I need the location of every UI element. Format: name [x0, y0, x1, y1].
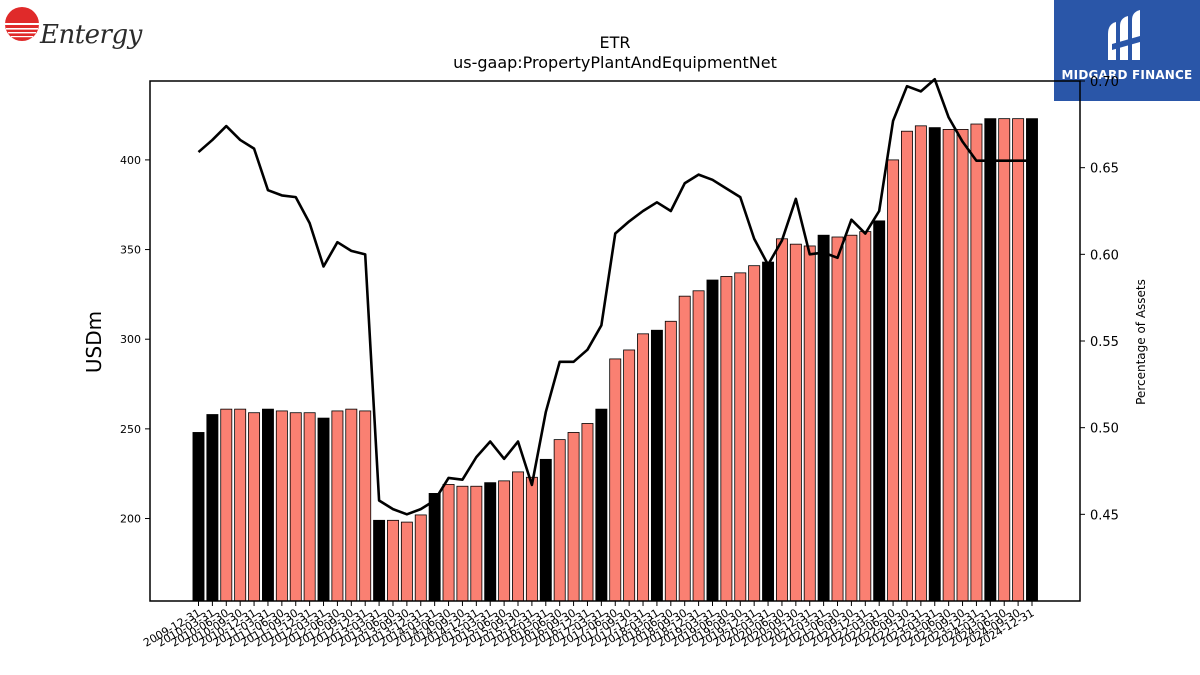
bar-2010-03-31 — [206, 414, 219, 602]
bar-2024-12-31 — [1026, 118, 1038, 602]
bar-2021-03-31 — [817, 234, 830, 602]
midgard-logo-icon — [1108, 10, 1140, 60]
bar-2011-03-31 — [261, 408, 274, 602]
entergy-logo: Entergy — [4, 4, 144, 56]
percentage-of-assets-line — [197, 77, 1032, 516]
bar-2019-12-31 — [748, 265, 761, 602]
bar-2010-12-31 — [248, 412, 261, 602]
bar-2015-12-31 — [525, 476, 538, 602]
bar-2013-06-30 — [387, 519, 399, 602]
bar-2016-09-30 — [567, 432, 580, 602]
chart-subtitle: us-gaap:PropertyPlantAndEquipmentNet — [453, 53, 777, 72]
bar-2016-06-30 — [553, 439, 566, 602]
bar-2018-12-31 — [692, 290, 705, 602]
bar-2012-12-31 — [359, 410, 372, 602]
y2-tick-label: 0.60 — [1090, 248, 1119, 263]
line-series — [197, 77, 1032, 516]
bar-2017-12-31 — [637, 333, 649, 602]
bar-2011-06-30 — [275, 410, 288, 602]
bar-2013-12-31 — [414, 514, 427, 602]
bar-2024-06-30 — [998, 118, 1011, 602]
bar-2018-09-30 — [678, 295, 691, 602]
bar-2019-09-30 — [734, 272, 747, 602]
y-axis-label: USDm — [82, 311, 106, 373]
bar-2023-12-31 — [970, 123, 983, 602]
bar-2020-12-31 — [803, 245, 816, 602]
y-tick-label: 400 — [120, 154, 141, 167]
bar-2022-03-31 — [873, 220, 886, 602]
bar-2022-06-30 — [887, 159, 900, 602]
y2-tick-label: 0.65 — [1090, 162, 1119, 177]
bar-2016-12-31 — [581, 423, 594, 602]
bar-2023-09-30 — [956, 129, 969, 602]
bar-2010-06-30 — [220, 408, 233, 602]
entergy-logo-icon — [4, 7, 40, 41]
bar-2012-06-30 — [331, 410, 344, 602]
bar-2014-12-31 — [470, 485, 483, 602]
bar-series — [192, 118, 1038, 602]
axes: 2002503003504000.450.500.550.600.650.702… — [120, 75, 1119, 650]
bar-2012-03-31 — [317, 417, 330, 602]
bar-2022-12-31 — [914, 125, 927, 602]
bar-2014-06-30 — [442, 484, 455, 602]
bar-2023-03-31 — [928, 127, 941, 602]
bar-2017-09-30 — [623, 349, 636, 602]
bar-2011-12-31 — [303, 412, 316, 602]
bar-2021-06-30 — [831, 236, 844, 602]
bar-2018-06-30 — [664, 320, 677, 602]
entergy-logo-text: Entergy — [40, 20, 142, 50]
chart-title: ETR — [599, 33, 631, 52]
bar-2015-06-30 — [498, 480, 511, 602]
bar-2019-06-30 — [720, 276, 733, 602]
bar-2013-09-30 — [400, 521, 413, 602]
bar-2024-03-31 — [984, 118, 997, 602]
bar-2012-09-30 — [345, 408, 358, 602]
bar-2020-03-31 — [762, 261, 775, 602]
midgard-logo-text: MIDGARD FINANCE — [1061, 68, 1193, 82]
bar-2017-06-30 — [609, 358, 622, 602]
bar-2024-09-30 — [1012, 118, 1025, 602]
midgard-finance-logo: MIDGARD FINANCE — [1054, 0, 1200, 101]
bar-2016-03-31 — [539, 458, 552, 602]
bar-2014-03-31 — [428, 493, 441, 602]
y2-tick-label: 0.50 — [1090, 422, 1119, 437]
y-tick-label: 200 — [120, 513, 141, 526]
bar-2018-03-31 — [650, 329, 663, 602]
bar-2011-09-30 — [289, 412, 302, 602]
bar-2020-06-30 — [775, 238, 788, 602]
bar-2017-03-31 — [595, 408, 608, 602]
bar-2015-03-31 — [484, 482, 497, 602]
bar-2021-12-31 — [859, 231, 872, 602]
bar-2019-03-31 — [706, 279, 719, 602]
bar-2013-03-31 — [373, 519, 386, 602]
y2-axis-label: Percentage of Assets — [1134, 279, 1148, 405]
bar-2009-12-31 — [192, 432, 205, 602]
bar-2020-09-30 — [789, 243, 802, 602]
y2-tick-label: 0.55 — [1090, 335, 1119, 350]
bar-2010-09-30 — [234, 408, 247, 602]
y-tick-label: 300 — [120, 333, 141, 346]
bar-2021-09-30 — [845, 234, 858, 602]
y-tick-label: 250 — [120, 423, 141, 436]
bar-2014-09-30 — [456, 485, 469, 602]
y2-tick-label: 0.70 — [1090, 75, 1119, 90]
bar-2015-09-30 — [512, 471, 524, 602]
y-tick-label: 350 — [120, 244, 141, 257]
bar-2023-06-30 — [942, 129, 955, 602]
y2-tick-label: 0.45 — [1090, 508, 1119, 523]
bar-2022-09-30 — [901, 130, 913, 602]
